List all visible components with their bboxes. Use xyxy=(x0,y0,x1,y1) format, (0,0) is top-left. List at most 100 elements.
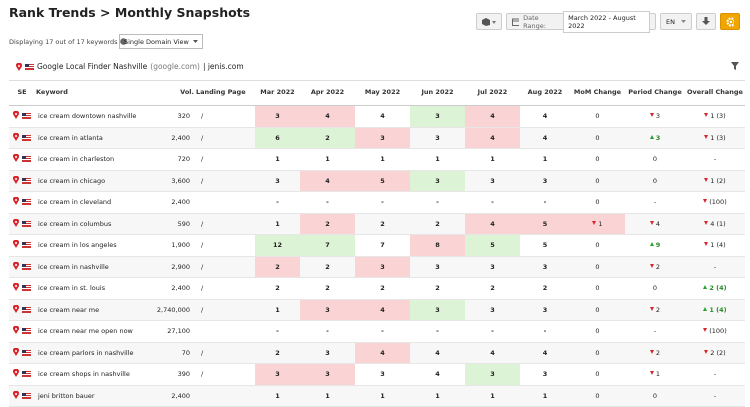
table-body: ice cream downtown nashville 320/3 4 4 3 4 4 0 3… xyxy=(9,105,745,407)
change-value: 3 xyxy=(655,133,661,142)
rank-cell: 4 xyxy=(355,299,410,321)
change-value: 0 xyxy=(595,305,600,314)
change-arrow xyxy=(704,113,709,118)
download-button[interactable] xyxy=(696,13,716,30)
overall-change-cell: (100) xyxy=(685,320,745,343)
rank-cell: 12 xyxy=(255,234,300,257)
change-arrow xyxy=(649,113,654,118)
overall-change-cell: 1 (3) xyxy=(685,105,745,128)
change-value: 1 (3) xyxy=(710,133,726,142)
rank-cell: 5 xyxy=(355,170,410,192)
rank-cell: 3 xyxy=(255,170,300,192)
volume-cell: 2,400 xyxy=(155,127,195,149)
gear-icon xyxy=(726,16,734,27)
landing-page-cell: / xyxy=(195,256,255,278)
page-title: Rank Trends > Monthly Snapshots xyxy=(9,5,251,20)
keyword-cell: ice cream near me open now xyxy=(35,320,155,343)
column-header[interactable]: MoM Change xyxy=(570,80,625,106)
view-select[interactable]: Single Domain View xyxy=(119,34,203,49)
keyword-cell: ice cream in charleston xyxy=(35,148,155,171)
pin-icon xyxy=(13,325,20,335)
column-header[interactable]: Landing Page xyxy=(195,80,255,106)
mom-change-cell: 0 xyxy=(570,148,625,171)
change-value: - xyxy=(713,262,717,271)
overall-change-cell: 1 (3) xyxy=(685,127,745,149)
volume-cell: 2,400 xyxy=(155,277,195,300)
pin-icon xyxy=(13,239,20,249)
overall-change-cell: 1 (2) xyxy=(685,170,745,192)
period-change-cell: 0 xyxy=(625,277,685,300)
volume-cell: 320 xyxy=(155,105,195,128)
rank-cell: 1 xyxy=(520,385,570,407)
rank-cell: 2 xyxy=(300,213,355,235)
column-header[interactable]: Period Change xyxy=(625,80,685,106)
rank-cell: 2 xyxy=(465,277,520,300)
rank-cell: 3 xyxy=(520,256,570,278)
change-arrow xyxy=(649,349,654,354)
change-value: 1 xyxy=(598,219,603,228)
flag-icon xyxy=(21,349,31,356)
column-header[interactable]: Mar 2022 xyxy=(255,80,300,106)
change-value: 4 xyxy=(655,219,661,228)
volume-cell: 2,900 xyxy=(155,256,195,278)
rank-cell: 4 xyxy=(300,105,355,128)
change-value: 0 xyxy=(652,391,658,400)
date-range-button[interactable]: Date Range: March 2022 - August 2022 xyxy=(506,10,657,33)
rank-cell: 5 xyxy=(520,213,570,235)
rank-cell: - xyxy=(255,191,300,214)
rank-cell: 3 xyxy=(355,363,410,386)
mom-change-cell: 0 xyxy=(570,256,625,278)
rank-cell: 1 xyxy=(465,385,520,407)
volume-cell: 2,400 xyxy=(155,385,195,407)
change-arrow xyxy=(704,177,709,182)
rank-cell: 3 xyxy=(465,299,520,321)
column-header[interactable]: May 2022 xyxy=(355,80,410,106)
rank-cell: 1 xyxy=(410,148,465,171)
change-value: 0 xyxy=(595,176,600,185)
period-change-cell: 2 xyxy=(625,256,685,278)
column-header[interactable]: SE xyxy=(9,80,35,106)
column-header[interactable]: Vol. xyxy=(155,80,195,106)
change-value: 2 xyxy=(655,305,661,314)
keyword-row: ice cream near me open now 27,100- - - - - -0-… xyxy=(9,320,745,343)
language-button[interactable]: EN xyxy=(660,13,692,30)
rank-cell: 4 xyxy=(520,127,570,149)
rank-cell: 7 xyxy=(355,234,410,257)
column-header[interactable]: Apr 2022 xyxy=(300,80,355,106)
change-value: 0 xyxy=(595,348,600,357)
change-value: 2 (2) xyxy=(710,348,726,357)
change-value: 0 xyxy=(652,176,658,185)
pin-icon xyxy=(13,282,20,292)
displaying-text: Displaying 17 out of 17 keywords xyxy=(9,38,118,46)
change-arrow xyxy=(703,285,708,290)
rank-cell: 3 xyxy=(300,342,355,364)
landing-page-cell: / xyxy=(195,148,255,171)
mom-change-cell: 0 xyxy=(570,191,625,214)
flag-icon xyxy=(21,199,31,206)
change-value: 1 xyxy=(655,370,661,379)
pin-icon xyxy=(13,218,20,227)
rank-cell: - xyxy=(255,320,300,343)
mom-change-cell: 0 xyxy=(570,342,625,364)
search-engine-cell xyxy=(9,191,35,214)
caret xyxy=(681,20,686,23)
settings-button[interactable] xyxy=(720,13,740,30)
search-engine-button[interactable] xyxy=(476,13,503,30)
column-header[interactable]: Overall Change xyxy=(685,80,745,106)
pin-icon xyxy=(13,153,20,163)
column-header[interactable]: Jun 2022 xyxy=(410,80,465,106)
filter-icon[interactable] xyxy=(731,62,739,70)
change-arrow xyxy=(704,220,709,225)
keyword-row: jeni britton bauer 2,400 1 1 1 1 1 1 0 0- xyxy=(9,385,745,407)
keyword-row: ice cream in los angeles 1,900/12 7 7 8 5 5 0 9 1… xyxy=(9,234,745,257)
column-header[interactable]: Keyword xyxy=(35,80,155,106)
rank-cell: 2 xyxy=(255,342,300,364)
column-header[interactable]: Jul 2022 xyxy=(465,80,520,106)
flag-icon xyxy=(21,220,31,227)
column-header[interactable]: Aug 2022 xyxy=(520,80,570,106)
rank-cell: 1 xyxy=(300,148,355,171)
rank-table: SE Keyword Vol. Landing Page Mar 2022 Apr 202… xyxy=(9,80,745,407)
rank-cell: 4 xyxy=(520,105,570,128)
rank-cell: 3 xyxy=(520,299,570,321)
